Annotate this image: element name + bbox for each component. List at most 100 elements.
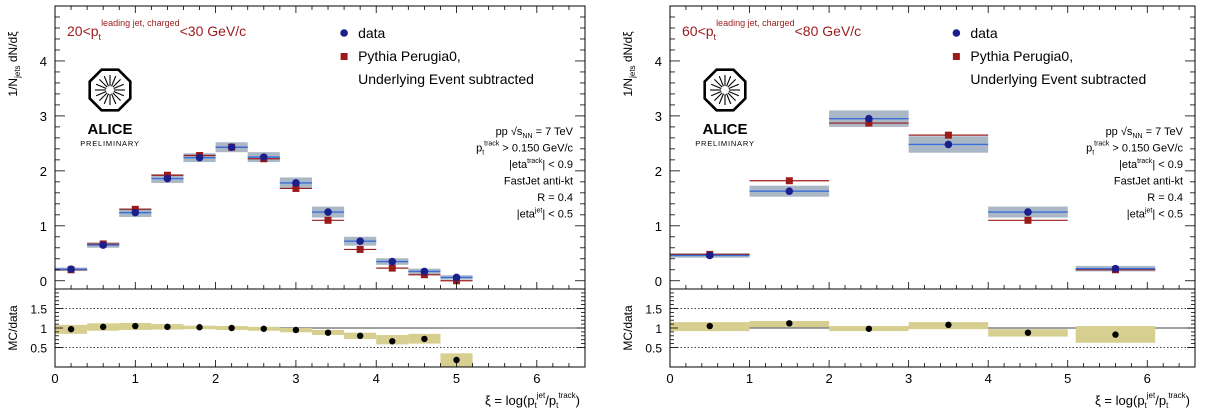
x-axis-label: ξ = log(ptjet/pttrack): [485, 391, 580, 410]
y-tick-label: 0: [40, 274, 47, 289]
ratio-point: [228, 324, 235, 332]
ratio-point: [706, 322, 713, 330]
ratio-point: [196, 324, 203, 331]
data-marker: [292, 179, 300, 187]
logo-sub: PRELIMINARY: [695, 139, 755, 148]
logo-ray: [727, 92, 736, 101]
legend-mc-label: Pythia Perugia0,: [358, 48, 461, 64]
data-marker: [324, 208, 332, 216]
data-marker: [67, 265, 75, 274]
logo-ray: [111, 93, 117, 105]
logo-ray: [710, 91, 722, 97]
y-tick-label: 2: [655, 164, 662, 179]
info-line: pttrack > 0.150 GeV/c: [1086, 141, 1183, 157]
data-marker: [131, 208, 140, 217]
logo-ray: [99, 79, 108, 88]
logo-ray: [728, 91, 740, 97]
ratio-point: [292, 326, 300, 334]
ratio-y-axis-label: MC/data: [6, 305, 20, 351]
data-marker: [1111, 264, 1120, 273]
x-tick-label: 6: [533, 371, 540, 386]
data-marker: [388, 257, 397, 266]
logo-ray: [95, 91, 107, 97]
ratio-y-tick-label: 0.5: [30, 342, 47, 356]
y-tick-label: 2: [40, 164, 47, 179]
ratio-y-axis-label: MC/data: [621, 305, 635, 351]
ratio-y-tick-label: 1: [655, 322, 662, 336]
ratio-point: [99, 323, 107, 331]
info-line: R = 0.4: [1147, 192, 1183, 204]
x-axis-label: ξ = log(ptjet/pttrack): [1095, 391, 1190, 410]
logo-ray: [726, 93, 732, 105]
x-tick-label: 4: [985, 371, 992, 386]
ratio-point: [421, 335, 428, 343]
ratio-y-tick-label: 0.5: [645, 342, 662, 356]
x-tick-label: 6: [1144, 371, 1151, 386]
mc-marker: [785, 177, 793, 185]
x-tick-label: 2: [212, 371, 219, 386]
y-tick-label: 4: [655, 54, 662, 69]
logo-ray: [726, 75, 732, 87]
ratio-point: [865, 325, 873, 332]
y-tick-label: 4: [40, 54, 47, 69]
y-tick-label: 3: [40, 109, 47, 124]
y-axis-label: 1/Njets dN/dξ: [6, 31, 22, 97]
data-marker: [163, 174, 172, 183]
x-tick-label: 0: [51, 371, 58, 386]
mc-marker: [1024, 216, 1032, 224]
logo-octagon: [88, 68, 132, 112]
ratio-point: [67, 325, 75, 333]
logo-sub: PRELIMINARY: [80, 139, 140, 148]
y-tick-label: 0: [655, 274, 662, 289]
data-marker: [1024, 208, 1032, 216]
data-marker: [356, 237, 364, 245]
logo-ray: [103, 75, 109, 87]
data-marker: [195, 153, 204, 162]
logo-ray: [718, 75, 724, 87]
data-marker: [944, 140, 953, 149]
legend-mc-marker: [952, 53, 960, 60]
data-marker: [785, 187, 794, 195]
y-tick-label: 3: [655, 109, 662, 124]
ratio-point: [164, 323, 171, 331]
logo-ray: [718, 93, 724, 105]
x-tick-label: 0: [666, 371, 673, 386]
legend-data-label: data: [970, 25, 997, 41]
data-marker: [99, 241, 107, 249]
y-tick-label: 1: [40, 219, 47, 234]
mc-marker: [324, 216, 332, 224]
logo-ray: [112, 92, 121, 101]
logo-ray: [99, 92, 108, 101]
logo-ray: [113, 91, 125, 97]
ratio-point: [1112, 331, 1119, 338]
logo-name: ALICE: [88, 121, 133, 138]
mc-marker: [865, 119, 873, 127]
legend-data-label: data: [358, 25, 385, 41]
x-tick-label: 2: [825, 371, 832, 386]
x-tick-label: 4: [373, 371, 380, 386]
x-tick-label: 5: [453, 371, 460, 386]
chart-panel-right: 0 1 2 3 4 5 6 0 1 2 3 4 0.5 1 1.5 1/Njets dN/dξ MC/data ξ…: [621, 5, 1196, 410]
mc-marker: [944, 131, 952, 139]
ratio-point: [945, 321, 952, 329]
ratio-point: [786, 320, 793, 327]
data-marker: [227, 143, 236, 152]
ratio-point: [389, 338, 396, 345]
info-line: FastJet anti-kt: [1114, 176, 1183, 188]
x-tick-label: 1: [746, 371, 753, 386]
logo-ray: [111, 75, 117, 87]
data-marker: [705, 251, 714, 260]
mc-marker: [292, 184, 300, 192]
info-line: |etajet| < 0.5: [1127, 208, 1183, 221]
legend-mc-marker: [340, 53, 348, 60]
legend-mc-label-2: Underlying Event subtracted: [970, 71, 1146, 87]
data-marker: [452, 273, 461, 282]
logo-ray: [714, 79, 723, 88]
info-line: |etatrack| < 0.9: [509, 158, 573, 171]
logo-ray: [95, 83, 107, 89]
legend-data-marker: [340, 29, 348, 37]
logo-ray: [710, 83, 722, 89]
